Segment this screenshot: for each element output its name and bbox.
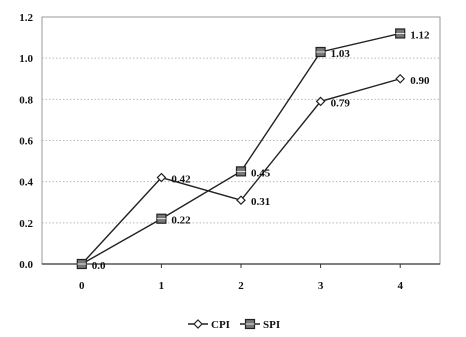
legend-label-spi: SPI bbox=[263, 319, 280, 331]
x-tick-label: 2 bbox=[238, 280, 244, 292]
cpi-point-marker bbox=[156, 172, 167, 183]
spi-data-label: 0.0 bbox=[92, 260, 106, 272]
spi-data-label: 1.03 bbox=[331, 48, 351, 60]
y-tick-label: 1.0 bbox=[19, 53, 33, 65]
x-tick-label: 4 bbox=[397, 280, 403, 292]
cpi-point-marker bbox=[315, 96, 326, 107]
y-tick-label: 0.2 bbox=[19, 218, 33, 230]
cpi-data-label: 0.31 bbox=[251, 196, 270, 208]
cpi-data-label: 0.79 bbox=[331, 97, 351, 109]
y-tick-label: 0.0 bbox=[19, 259, 33, 271]
spi-data-label: 1.12 bbox=[410, 29, 430, 41]
series-lines bbox=[76, 28, 406, 270]
x-tick-label: 1 bbox=[159, 280, 165, 292]
gridlines bbox=[42, 16, 440, 224]
legend: CPI SPI bbox=[188, 318, 280, 331]
legend-marker-cpi bbox=[193, 319, 203, 329]
spi-data-label: 0.22 bbox=[171, 215, 191, 227]
cpi-data-label: 0.42 bbox=[171, 174, 191, 186]
legend-label-cpi: CPI bbox=[211, 319, 230, 331]
cpi-data-label: 0.90 bbox=[410, 75, 430, 87]
cpi-point-marker bbox=[395, 73, 406, 84]
y-tick-label: 0.6 bbox=[19, 136, 33, 148]
data-labels: 0.42 0.31 0.79 0.90 0.0 0.22 0.45 1.03 1.12 bbox=[92, 29, 430, 272]
axes: 0.0 0.2 0.4 0.6 0.8 1.0 1.2 0 1 2 3 4 bbox=[19, 12, 441, 292]
spi-series-line bbox=[81, 32, 401, 265]
spi-data-label: 0.45 bbox=[251, 167, 271, 179]
x-tick-label: 0 bbox=[79, 280, 85, 292]
x-tick-label: 3 bbox=[318, 280, 324, 292]
y-tick-label: 0.4 bbox=[19, 177, 33, 189]
y-tick-label: 0.8 bbox=[19, 94, 33, 106]
y-tick-label: 1.2 bbox=[19, 12, 33, 24]
cpi-point-marker bbox=[236, 195, 246, 206]
